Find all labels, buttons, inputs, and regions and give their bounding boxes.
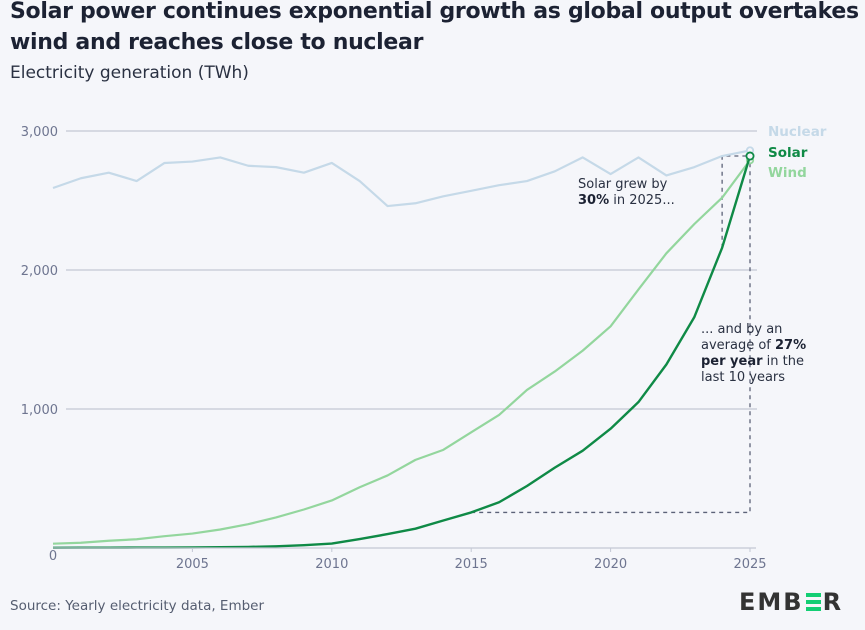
x-tick-label: 2015 bbox=[455, 557, 488, 572]
legend-label-wind: Wind bbox=[768, 165, 807, 181]
ember-logo: EMB R bbox=[739, 588, 843, 616]
x-tick-label: 2005 bbox=[176, 557, 209, 572]
source-note: Source: Yearly electricity data, Ember bbox=[10, 598, 265, 614]
logo-text-emb: EMB bbox=[739, 588, 804, 616]
legend: Nuclear Solar Wind bbox=[768, 124, 827, 181]
annotation-text: ... and by an average of bbox=[701, 322, 783, 353]
legend-label-solar: Solar bbox=[768, 145, 808, 161]
y-tick-label: 1,000 bbox=[21, 403, 58, 418]
annotation-highlight: 30% bbox=[578, 193, 610, 208]
legend-label-nuclear: Nuclear bbox=[768, 124, 827, 140]
chart-subtitle: Electricity generation (TWh) bbox=[10, 63, 249, 83]
x-axis: 0 2005 2010 2015 2020 2025 bbox=[49, 547, 767, 572]
logo-text-r: R bbox=[822, 588, 844, 616]
y-tick-label-zero: 0 bbox=[49, 549, 57, 564]
annotation-text: Solar grew by bbox=[578, 177, 668, 192]
series-line-nuclear bbox=[52, 149, 751, 208]
logo-e-mark-icon bbox=[805, 593, 821, 611]
chart-title: Solar power continues exponential growth… bbox=[10, 0, 859, 55]
series-lines bbox=[52, 146, 755, 550]
y-tick-label: 3,000 bbox=[21, 125, 58, 140]
annotation-text: in the last 10 years bbox=[701, 354, 804, 385]
y-tick-label: 2,000 bbox=[21, 264, 58, 279]
annotation-10yr-growth: ... and by an average of 27% per year in… bbox=[701, 322, 819, 386]
x-tick-label: 2025 bbox=[733, 557, 766, 572]
annotation-highlight: 27% per year bbox=[701, 338, 807, 369]
annotation-2025-growth: Solar grew by 30% in 2025... bbox=[578, 177, 698, 209]
x-tick-label: 2010 bbox=[315, 557, 348, 572]
annotation-text: in 2025... bbox=[609, 193, 675, 208]
x-tick-label: 2020 bbox=[594, 557, 627, 572]
series-line-wind bbox=[52, 159, 751, 545]
series-endpoint-solar bbox=[745, 151, 755, 161]
gridlines: 1,000 2,000 3,000 bbox=[21, 125, 757, 418]
series-line-solar bbox=[52, 155, 752, 550]
